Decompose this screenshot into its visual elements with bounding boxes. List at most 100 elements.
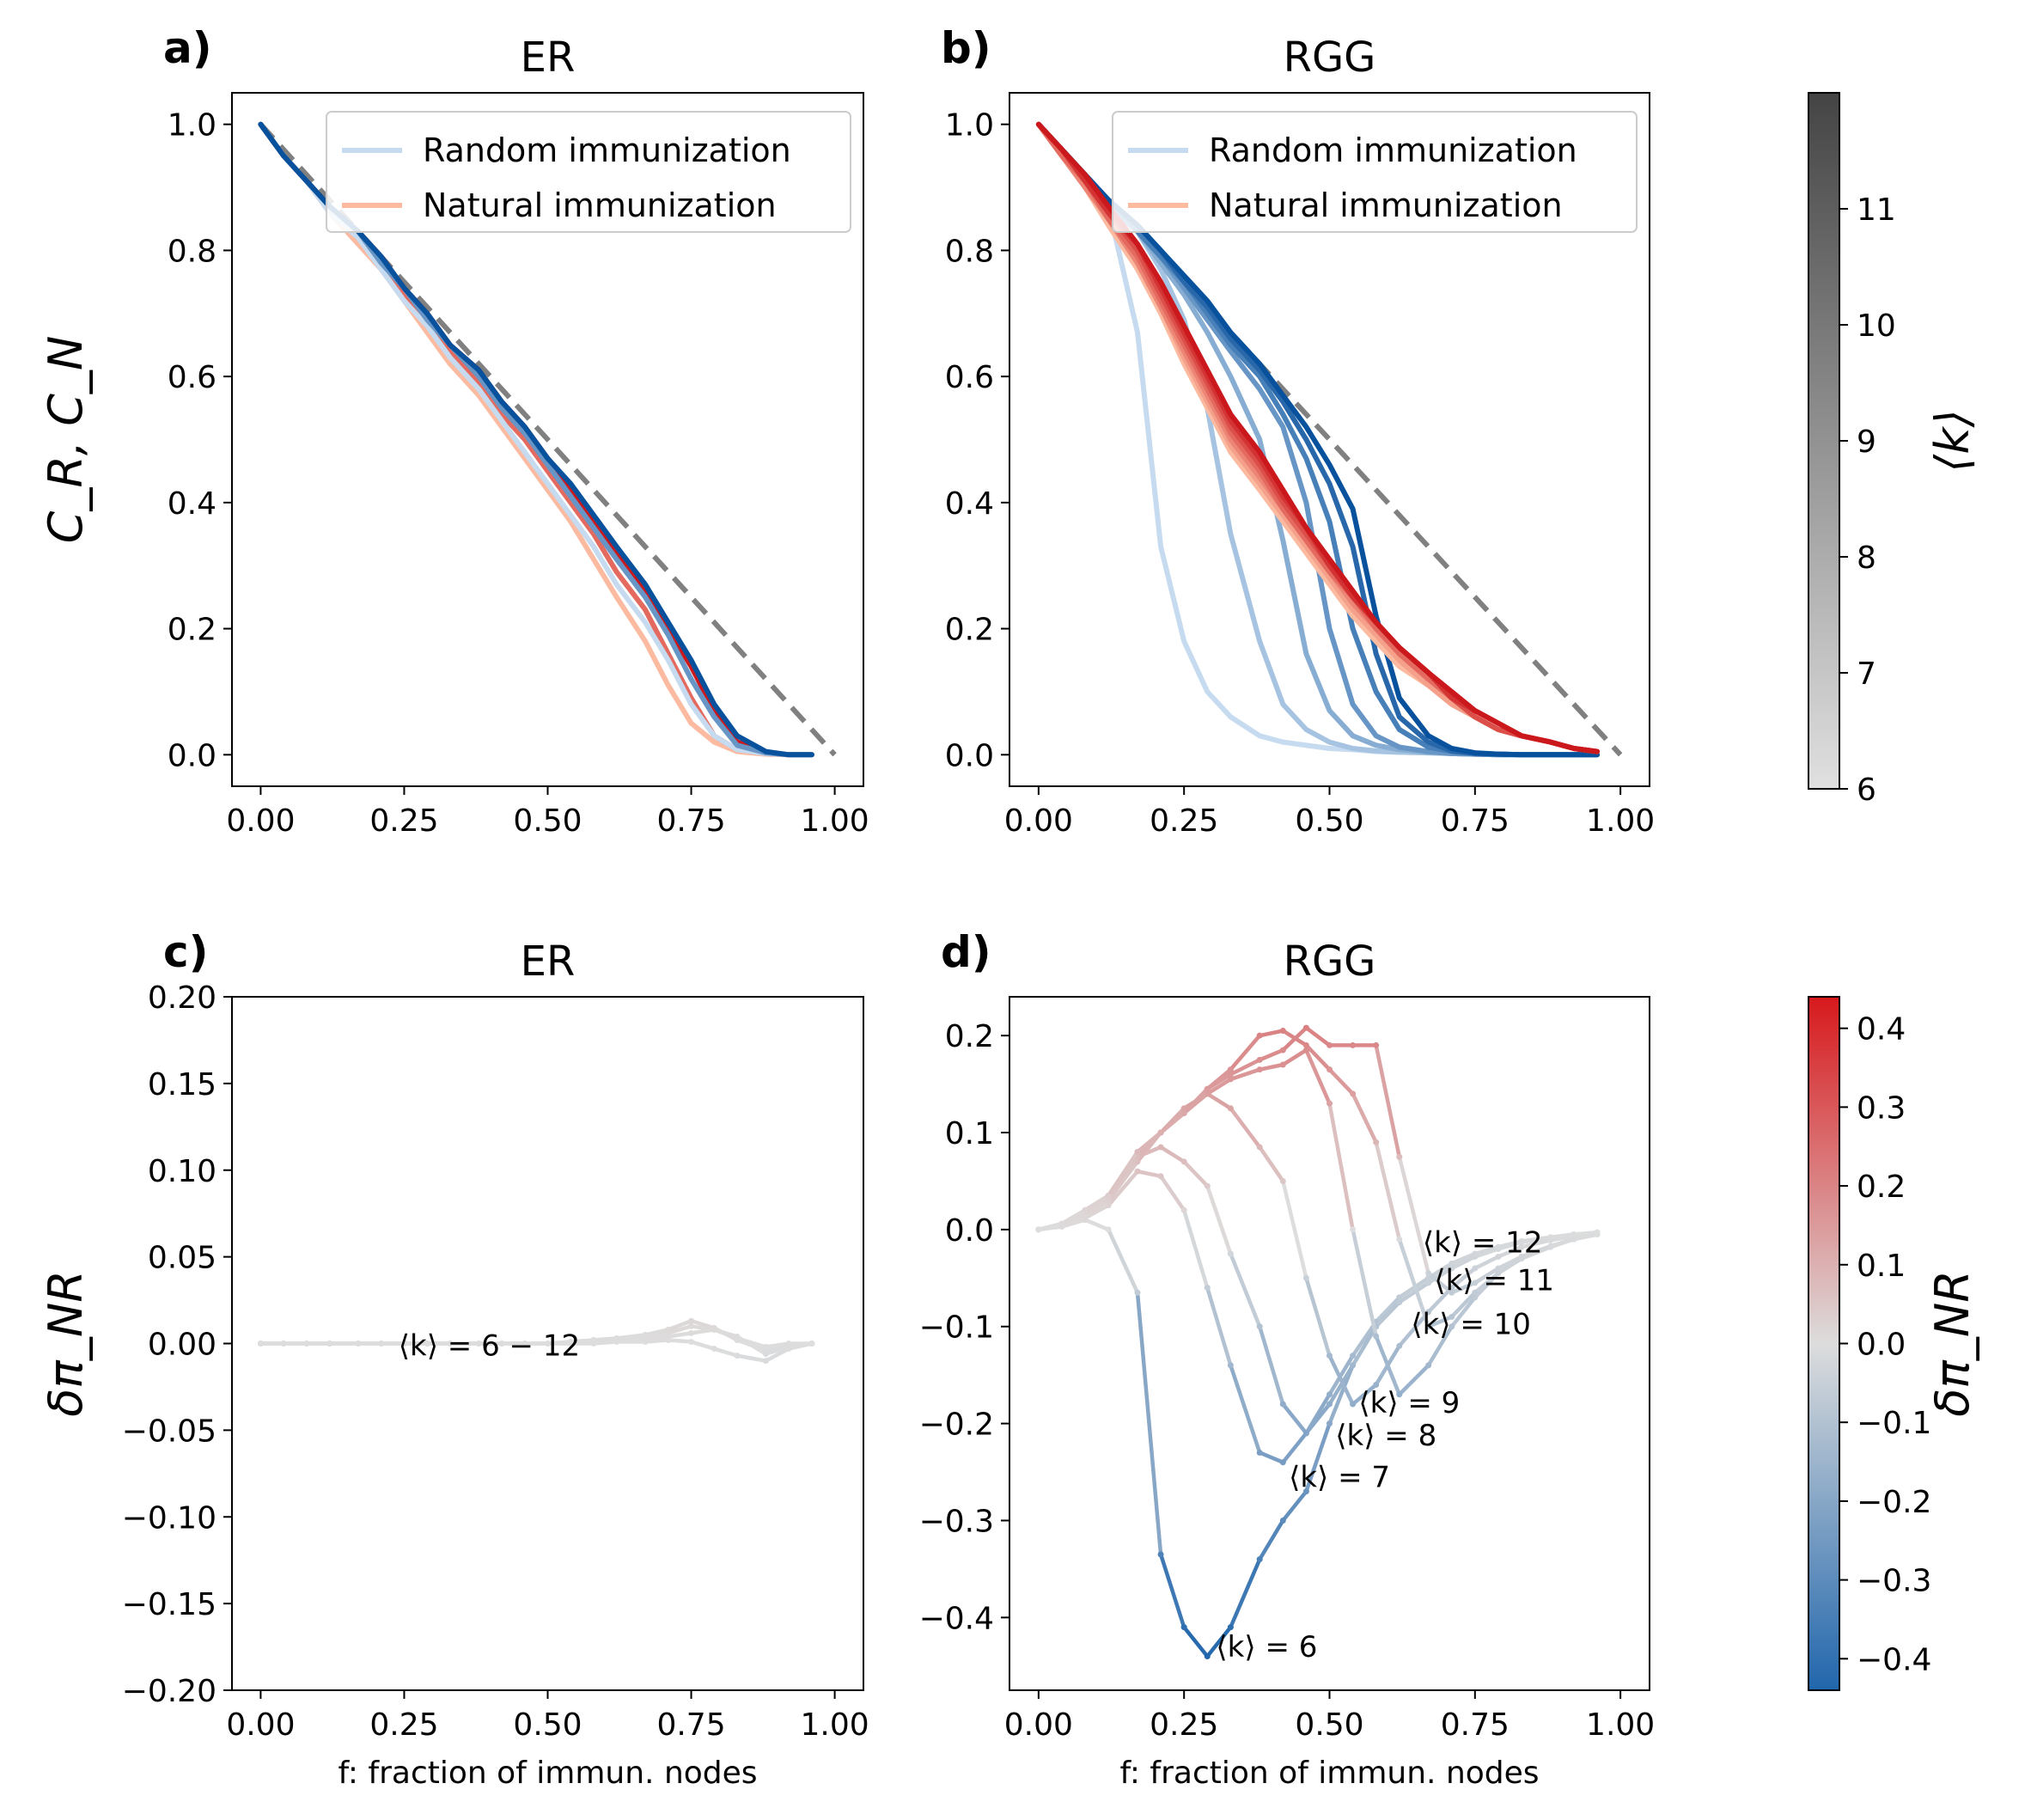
data-point (665, 1336, 672, 1343)
series-segment (1473, 1247, 1501, 1259)
data-point (1058, 1220, 1065, 1227)
x-tick-label: 0.50 (513, 803, 582, 839)
data-point (1302, 1024, 1309, 1031)
series-segment (1281, 1047, 1308, 1067)
data-point (1350, 1362, 1357, 1369)
legend: Random immunization Natural immunization (326, 111, 851, 233)
x-tick-label: 0.25 (1150, 1707, 1218, 1743)
series-segment (1496, 1255, 1524, 1271)
series-segment (1426, 1266, 1454, 1286)
x-tick-label: 0.75 (1441, 1707, 1510, 1743)
series-segment (591, 1340, 619, 1346)
series-segment (1257, 1145, 1285, 1183)
x-tick-label: 0.50 (1295, 803, 1363, 839)
series-segment (1106, 1227, 1140, 1295)
data-point (688, 1329, 695, 1336)
y-tick-label: 0.05 (148, 1241, 217, 1276)
series-segment (1304, 1276, 1332, 1358)
annotation-label: ⟨k⟩ = 12 (1423, 1226, 1543, 1261)
data-point (1396, 1153, 1403, 1160)
y-tick-label: 0.0 (945, 1213, 994, 1249)
series-segment (1257, 1451, 1285, 1465)
series-segment (614, 1333, 648, 1341)
series-segment (689, 1328, 717, 1335)
colorbar-bar (1808, 92, 1840, 790)
y-tick-label: −0.2 (919, 1408, 994, 1443)
data-point (1350, 1226, 1357, 1233)
data-point (1518, 1253, 1525, 1260)
series-segment (1548, 1234, 1577, 1243)
series-segment (1351, 1324, 1378, 1368)
series-segment (1257, 1029, 1285, 1038)
data-point (1157, 1551, 1164, 1558)
series-segment (689, 1340, 717, 1351)
series-segment (614, 1336, 648, 1342)
y-tick-label: 0.4 (168, 486, 217, 522)
data-point (1256, 1556, 1263, 1563)
series-segment (1229, 1557, 1262, 1629)
data-point (1227, 1362, 1234, 1369)
series-segment (1158, 1174, 1186, 1212)
series-segment (1281, 1431, 1308, 1465)
x-tick-label: 0.00 (1004, 803, 1073, 839)
series-segment (1257, 1324, 1285, 1407)
data-point (257, 1341, 264, 1347)
data-point (1279, 1047, 1286, 1054)
data-point (665, 1326, 672, 1333)
panel-label: a) (163, 23, 212, 73)
data-point (613, 1338, 620, 1345)
data-point (1279, 1459, 1286, 1466)
colorbar-tick-label: 9 (1857, 424, 1876, 460)
series-segment (1257, 1518, 1285, 1561)
series-segment (1304, 1025, 1332, 1047)
data-point (1350, 1353, 1357, 1359)
series-segment (1158, 1111, 1186, 1135)
colorbar-top: 6 7 8 9 10 11 ⟨k⟩ (1808, 92, 1979, 808)
series-segment (1351, 1227, 1378, 1339)
series-segment (1083, 1203, 1111, 1220)
series-segment (1351, 1091, 1378, 1145)
data-point (1373, 1041, 1380, 1048)
series-line-random-k6 (258, 121, 814, 758)
data-point (1256, 1323, 1263, 1330)
data-point (1373, 1333, 1380, 1340)
x-tick-label: 1.00 (801, 1707, 869, 1743)
colorbar-label: ⟨k⟩ (1925, 409, 1979, 472)
series-segment (1281, 1402, 1308, 1436)
data-point (1425, 1309, 1432, 1316)
data-point (1157, 1129, 1164, 1136)
data-point (808, 1341, 815, 1347)
series-segment (1229, 1058, 1262, 1077)
colorbar-tick-label: 10 (1857, 308, 1896, 344)
data-point (1279, 1401, 1286, 1408)
series-segment (1374, 1300, 1402, 1328)
series-segment (1327, 1353, 1355, 1397)
data-point (1495, 1270, 1502, 1277)
plot-area-c (257, 1317, 815, 1365)
data-point (567, 1341, 574, 1347)
series-segment (1158, 1145, 1186, 1164)
series-segment (1281, 1025, 1308, 1053)
series-segment (1106, 1169, 1140, 1207)
data-point (1350, 1401, 1357, 1408)
legend-box (326, 111, 851, 233)
series-segment (666, 1338, 693, 1344)
data-point (1256, 1449, 1263, 1456)
annotation-label: ⟨k⟩ = 9 (1358, 1386, 1460, 1420)
axes-frame (231, 996, 864, 1691)
data-point (1472, 1253, 1479, 1260)
series-segment (1426, 1271, 1454, 1295)
series-segment (764, 1345, 791, 1356)
data-point (1571, 1236, 1577, 1243)
data-point (1256, 1056, 1263, 1063)
y-tick-label: 0.1 (945, 1116, 994, 1151)
series-segment (1374, 1140, 1402, 1242)
data-point (1180, 1624, 1187, 1631)
series-segment (1473, 1271, 1501, 1295)
series-segment (1496, 1256, 1524, 1275)
data-point (785, 1346, 792, 1353)
series-segment (1449, 1255, 1478, 1271)
data-point (1134, 1289, 1141, 1296)
y-axis-label: δπ_NR (39, 1270, 93, 1416)
panel-title: RGG (1284, 34, 1376, 82)
